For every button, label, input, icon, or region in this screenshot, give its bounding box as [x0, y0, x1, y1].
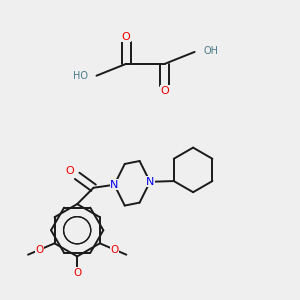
- Text: HO: HO: [73, 71, 88, 81]
- Text: O: O: [160, 85, 169, 96]
- Text: N: N: [110, 180, 118, 190]
- Text: O: O: [122, 32, 130, 42]
- Text: O: O: [111, 245, 119, 255]
- Text: N: N: [146, 177, 154, 187]
- Text: O: O: [73, 268, 81, 278]
- Text: OH: OH: [203, 46, 218, 56]
- Text: O: O: [65, 166, 74, 176]
- Text: O: O: [35, 245, 44, 255]
